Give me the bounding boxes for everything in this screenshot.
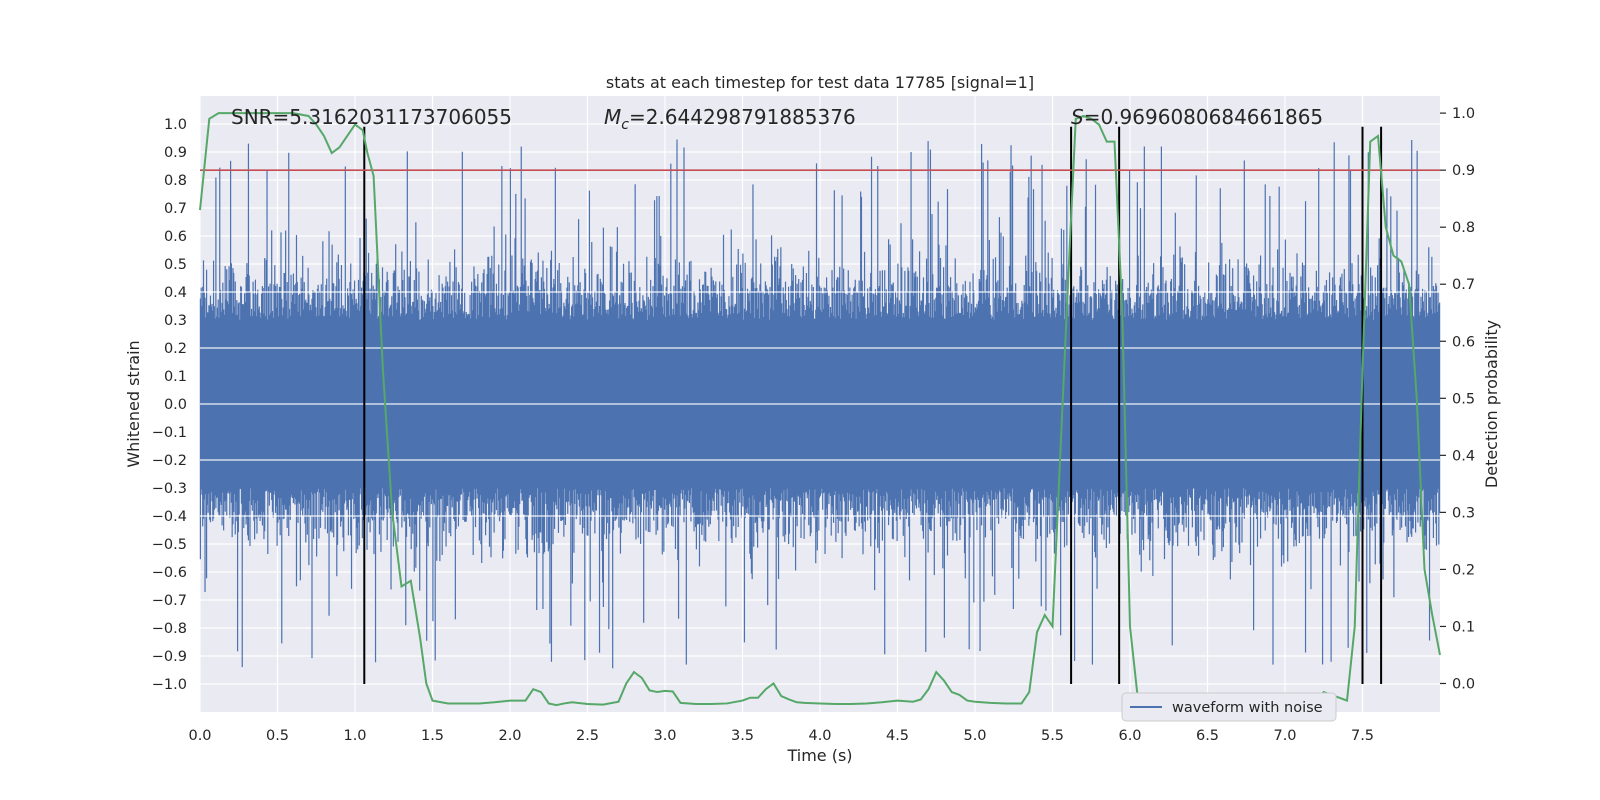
y-tick-label: 0.9: [164, 145, 187, 161]
legend-label: waveform with noise: [1172, 700, 1323, 716]
x-tick-label: 6.5: [1196, 728, 1219, 744]
x-tick-label: 4.0: [808, 728, 831, 744]
mc-value: =2.644298791885376: [629, 105, 856, 129]
x-tick-label: 2.5: [576, 728, 599, 744]
y2-tick-label: 0.4: [1452, 448, 1475, 464]
x-tick-label: 0.0: [188, 728, 211, 744]
waveform-series: [199, 139, 1441, 669]
y2-ticks: 1.0 0.9 0.8 0.7 0.6 0.5 0.4 0.3 0.2 0.1 0.0: [1440, 106, 1475, 692]
x-tick-label: 7.0: [1273, 728, 1296, 744]
x-axis-label: Time (s): [786, 746, 852, 765]
x-tick-label: 2.0: [498, 728, 521, 744]
y-tick-label: −0.8: [152, 621, 187, 637]
y-tick-label: 0.2: [164, 341, 187, 357]
chart-title: stats at each timestep for test data 177…: [606, 73, 1034, 92]
snr-annotation: SNR=5.3162031173706055: [231, 105, 512, 129]
x-ticks: 0.0 0.5 1.0 1.5 2.0 2.5 3.0 3.5 4.0 4.5 5.0 5.5 6.0 6…: [188, 728, 1374, 744]
y2-tick-label: 1.0: [1452, 106, 1475, 122]
y-axis-label: Whitened strain: [124, 340, 143, 467]
legend-box: [1121, 692, 1337, 722]
y2-axis-label: Detection probability: [1482, 320, 1501, 488]
y2-tick-label: 0.8: [1452, 220, 1475, 236]
x-tick-label: 7.5: [1351, 728, 1374, 744]
y-tick-label: −0.2: [152, 453, 187, 469]
y-tick-label: −1.0: [152, 677, 187, 693]
x-tick-label: 6.0: [1118, 728, 1141, 744]
mc-annotation: Mc=2.644298791885376: [604, 105, 856, 133]
s-value: =0.9696080684661865: [1084, 105, 1323, 129]
y-tick-label: 0.6: [164, 229, 187, 245]
y-tick-label: 0.7: [164, 201, 187, 217]
x-tick-label: 4.5: [886, 728, 909, 744]
x-tick-label: 1.5: [421, 728, 444, 744]
y2-tick-label: 0.1: [1452, 619, 1475, 635]
y2-tick-label: 0.5: [1452, 391, 1475, 407]
x-tick-label: 0.5: [266, 728, 289, 744]
y2-tick-label: 0.0: [1452, 676, 1475, 692]
mc-subscript: c: [621, 117, 629, 133]
y2-tick-label: 0.2: [1452, 562, 1475, 578]
y-tick-label: 1.0: [164, 117, 187, 133]
x-tick-label: 3.5: [731, 728, 754, 744]
y-tick-label: −0.5: [152, 537, 187, 553]
y-tick-label: −0.6: [152, 565, 187, 581]
y-tick-label: −0.9: [152, 649, 187, 665]
x-tick-label: 1.0: [343, 728, 366, 744]
x-tick-label: 5.5: [1041, 728, 1064, 744]
mc-symbol: M: [604, 105, 621, 129]
y-tick-label: −0.4: [152, 509, 187, 525]
legend: waveform with noise: [1121, 692, 1337, 722]
x-tick-label: 5.0: [963, 728, 986, 744]
y-tick-label: 0.1: [164, 369, 187, 385]
y2-tick-label: 0.3: [1452, 505, 1475, 521]
y-tick-label: 0.4: [164, 285, 187, 301]
y-tick-label: 0.8: [164, 173, 187, 189]
y-tick-label: 0.3: [164, 313, 187, 329]
y-tick-label: −0.3: [152, 481, 187, 497]
y-tick-label: −0.7: [152, 593, 187, 609]
y-tick-label: 0.5: [164, 257, 187, 273]
y-tick-label: −0.1: [152, 425, 187, 441]
y-tick-label: 0.0: [164, 397, 187, 413]
y-ticks: 1.0 0.9 0.8 0.7 0.6 0.5 0.4 0.3 0.2 0.1 0.0 −0.1 −0.…: [152, 117, 187, 693]
s-symbol: S: [1071, 105, 1084, 129]
waveform-noise: [199, 139, 1441, 669]
x-tick-label: 3.0: [653, 728, 676, 744]
y2-tick-label: 0.9: [1452, 163, 1475, 179]
y2-tick-label: 0.6: [1452, 334, 1475, 350]
y2-tick-label: 0.7: [1452, 277, 1475, 293]
s-annotation: S=0.9696080684661865: [1071, 105, 1323, 129]
